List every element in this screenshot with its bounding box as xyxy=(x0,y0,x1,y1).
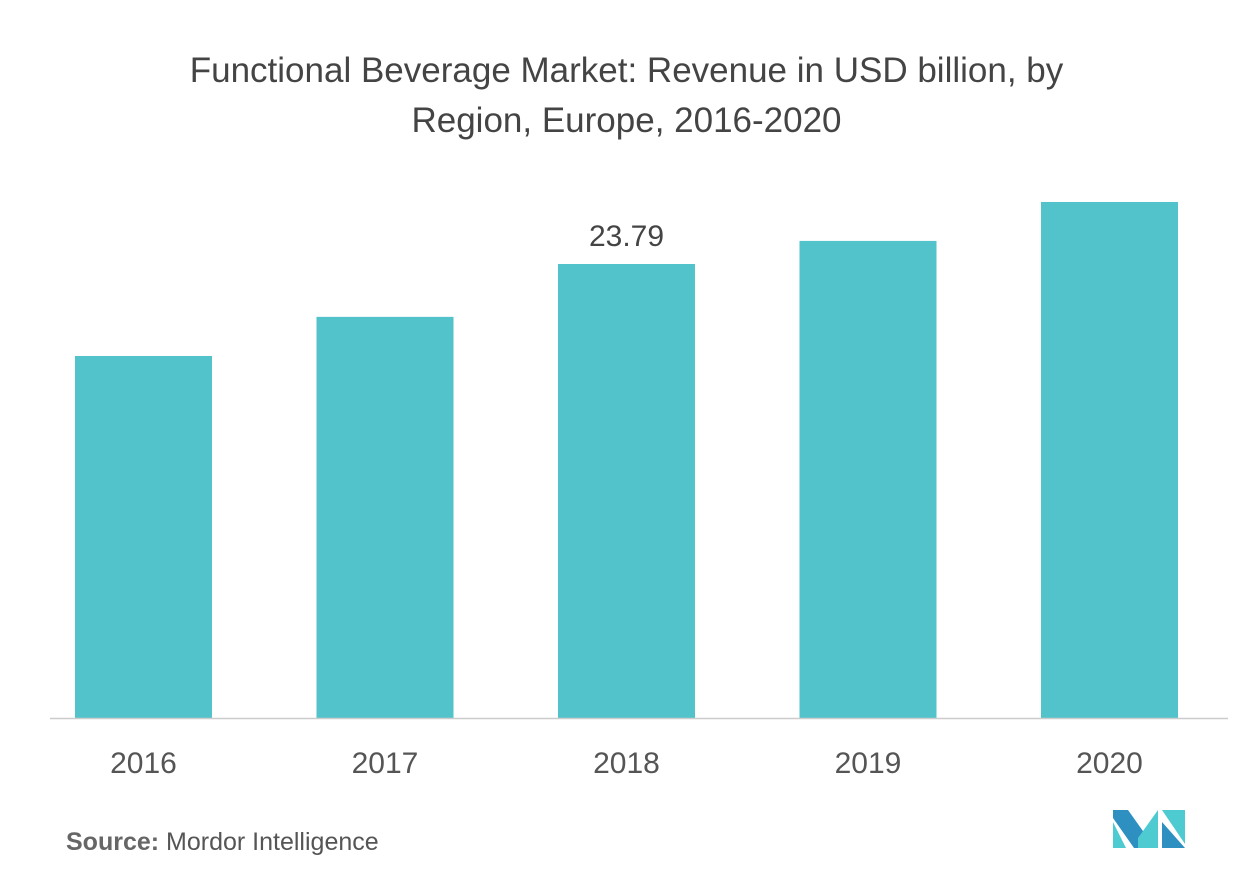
chart-title: Functional Beverage Market: Revenue in U… xyxy=(0,46,1253,146)
title-line-2: Region, Europe, 2016-2020 xyxy=(411,101,842,140)
x-tick-label: 2017 xyxy=(352,747,419,780)
source-label: Source: xyxy=(66,828,160,856)
x-tick-label: 2020 xyxy=(1076,747,1143,780)
source-note: Source: Mordor Intelligence xyxy=(66,828,379,857)
bar-2019 xyxy=(799,240,937,718)
bar-2018 xyxy=(558,264,695,718)
logo-right-teal xyxy=(1162,810,1185,844)
mordor-logo xyxy=(1113,810,1185,848)
bar-2020 xyxy=(1041,201,1178,718)
data-label: 23.79 xyxy=(589,220,664,253)
logo-left-teal xyxy=(1113,822,1126,848)
logo-right-blue xyxy=(1162,822,1185,848)
bar-2017 xyxy=(316,316,454,718)
title-line-1: Functional Beverage Market: Revenue in U… xyxy=(189,51,1064,90)
x-tick-label: 2019 xyxy=(835,747,902,780)
logo-mid-teal xyxy=(1138,810,1158,848)
x-tick-label: 2016 xyxy=(110,747,177,780)
source-text: Mordor Intelligence xyxy=(166,828,379,856)
x-tick-label: 2018 xyxy=(593,747,660,780)
bar-2016 xyxy=(75,355,212,718)
